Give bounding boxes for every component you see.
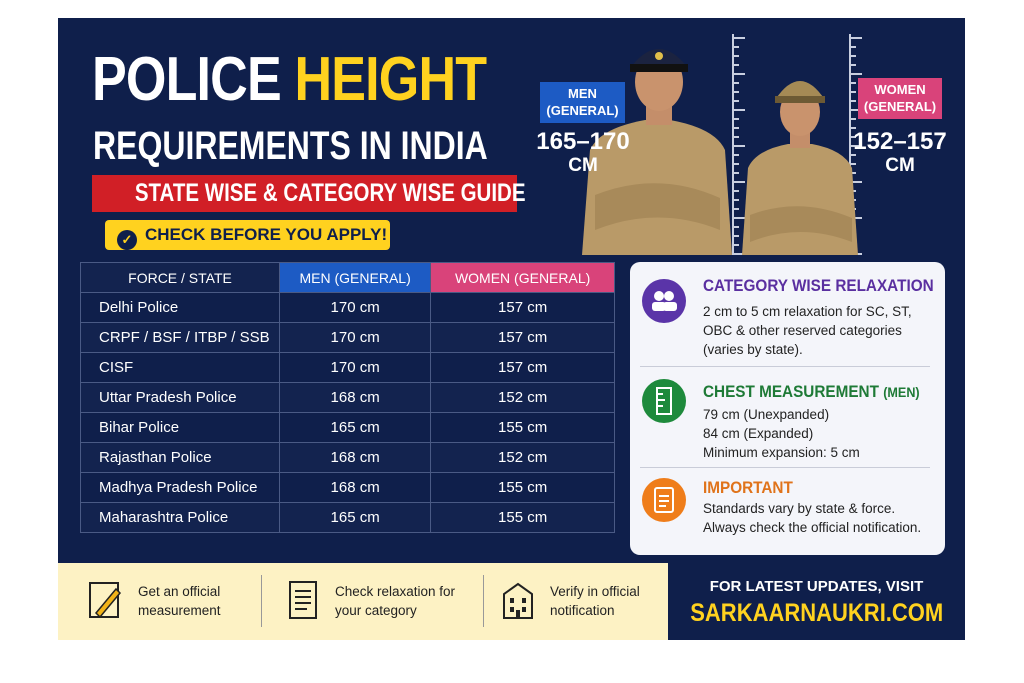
table-row: Uttar Pradesh Police 168 cm 152 cm	[80, 382, 615, 413]
subtitle: STATE WISE & CATEGORY WISE GUIDE	[134, 179, 526, 207]
table-row: Rajasthan Police 168 cm 152 cm	[80, 442, 615, 473]
table-row: Maharashtra Police 165 cm 155 cm	[80, 502, 615, 533]
divider	[640, 467, 930, 468]
divider	[640, 366, 930, 367]
table-header: FORCE / STATE MEN (GENERAL) WOMEN (GENERAL…	[80, 262, 615, 293]
table-row: Delhi Police 170 cm 157 cm	[80, 292, 615, 323]
range: 165–170	[536, 128, 630, 155]
card-title: IMPORTANT	[703, 478, 793, 497]
card-title: CHEST MEASUREMENT (MEN)	[703, 382, 920, 402]
badge-label: (GENERAL)	[863, 99, 937, 114]
tip: Get an official measurement	[138, 584, 221, 618]
height-cell: 155 cm	[430, 502, 615, 533]
force-name: Delhi Police	[80, 292, 280, 323]
range: 152–157	[853, 128, 947, 155]
force-name: Bihar Police	[80, 412, 280, 443]
subtitle-bar: STATE WISE & CATEGORY WISE GUIDE	[92, 175, 526, 212]
card-title: CATEGORY WISE RELAXATION	[703, 276, 934, 295]
force-name: CISF	[80, 352, 280, 383]
badge-women: WOMEN (GENERAL)	[858, 78, 942, 119]
badge-label: (GENERAL)	[546, 103, 619, 118]
height-cell: 157 cm	[430, 352, 615, 383]
badge-range: 165–170 CM	[528, 130, 638, 178]
footer: FOR LATEST UPDATES, VISIT SARKAARNAUKRI.…	[668, 563, 965, 640]
body-line: Minimum expansion: 5 cm	[703, 445, 860, 460]
badge-label: MEN	[568, 86, 597, 101]
divider	[483, 575, 484, 627]
tip: Check relaxation for your category	[335, 584, 456, 618]
height-table: FORCE / STATE MEN (GENERAL) WOMEN (GENERAL…	[80, 262, 615, 533]
site-text: SARKAARNAUKRI.COM	[690, 599, 943, 627]
info-card: CATEGORY WISE RELAXATION 2 cm to 5 cm re…	[630, 262, 945, 555]
body-line: 79 cm (Unexpanded)	[703, 407, 830, 422]
height-cell: 168 cm	[278, 442, 432, 473]
pencil-icon	[89, 582, 122, 619]
body-line: 84 cm (Expanded)	[703, 426, 814, 441]
title-line2: REQUIREMENTS IN INDIA	[93, 124, 488, 168]
title: POLICE HEIGHT	[92, 44, 487, 115]
height-cell: 170 cm	[278, 292, 432, 323]
callout-text: CHECK BEFORE YOU APPLY!	[145, 225, 388, 244]
card-body: Standards vary by state & force. Always …	[703, 501, 922, 535]
unit: CM	[885, 155, 915, 176]
column-header: WOMEN (GENERAL)	[430, 262, 615, 293]
height-cell: 170 cm	[278, 352, 432, 383]
height-cell: 152 cm	[430, 442, 615, 473]
table-row: CISF 170 cm 157 cm	[80, 352, 615, 383]
badge-men: MEN (GENERAL)	[540, 82, 625, 123]
height-cell: 165 cm	[278, 412, 432, 443]
card-title-suffix: (MEN)	[883, 384, 920, 400]
force-name: CRPF / BSF / ITBP / SSB	[80, 322, 280, 353]
important-icon	[642, 478, 686, 522]
footer-site: SARKAARNAUKRI.COM	[668, 599, 965, 628]
force-name: Maharashtra Police	[80, 502, 280, 533]
table-row: Bihar Police 165 cm 155 cm	[80, 412, 615, 443]
card-body: 2 cm to 5 cm relaxation for SC, ST, OBC …	[703, 304, 912, 357]
building-icon	[503, 582, 533, 619]
force-name: Uttar Pradesh Police	[80, 382, 280, 413]
card-title-text: CHEST MEASUREMENT	[703, 382, 879, 401]
column-header: MEN (GENERAL)	[278, 262, 432, 293]
divider	[261, 575, 262, 627]
table-row: CRPF / BSF / ITBP / SSB 170 cm 157 cm	[80, 322, 615, 353]
height-cell: 170 cm	[278, 322, 432, 353]
table-row: Madhya Pradesh Police 168 cm 155 cm	[80, 472, 615, 503]
unit: CM	[568, 155, 598, 176]
card-body: 79 cm (Unexpanded) 84 cm (Expanded) Mini…	[703, 405, 933, 462]
relaxation-icon	[642, 279, 686, 323]
badge-range: 152–157 CM	[845, 130, 955, 178]
column-header: FORCE / STATE	[80, 262, 280, 293]
officers-illustration	[582, 34, 862, 255]
document-icon	[289, 581, 317, 619]
force-name: Rajasthan Police	[80, 442, 280, 473]
height-cell: 155 cm	[430, 412, 615, 443]
chest-icon	[642, 379, 686, 423]
badge-label: WOMEN	[874, 82, 926, 97]
footer-cta: FOR LATEST UPDATES, VISIT	[709, 578, 924, 595]
height-cell: 165 cm	[278, 502, 432, 533]
height-cell: 168 cm	[278, 382, 432, 413]
height-cell: 157 cm	[430, 322, 615, 353]
callout: ✓ CHECK BEFORE YOU APPLY!	[105, 220, 390, 250]
height-cell: 155 cm	[430, 472, 615, 503]
height-cell: 168 cm	[278, 472, 432, 503]
title-yellow: HEIGHT	[294, 45, 487, 114]
force-name: Madhya Pradesh Police	[80, 472, 280, 503]
tips-strip: Get an official measurement Check relaxa…	[58, 563, 668, 640]
title-white: POLICE	[92, 45, 282, 114]
check-icon: ✓	[117, 230, 137, 250]
height-cell: 152 cm	[430, 382, 615, 413]
height-cell: 157 cm	[430, 292, 615, 323]
tip: Verify in official notification	[550, 584, 640, 618]
